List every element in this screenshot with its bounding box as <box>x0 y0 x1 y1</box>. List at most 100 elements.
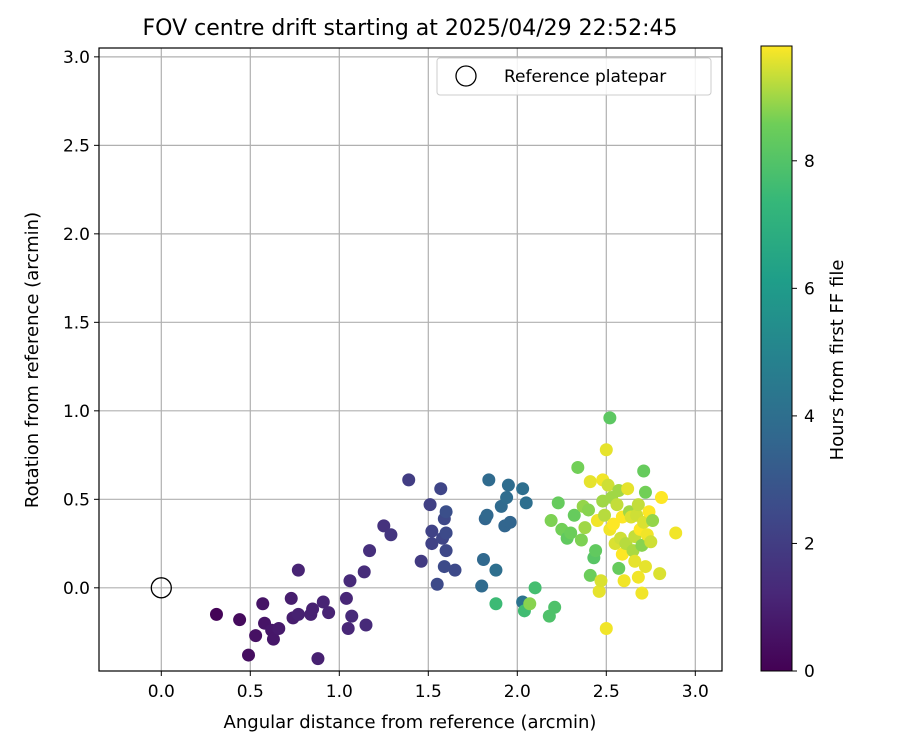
y-tick-label: 0.0 <box>63 579 90 599</box>
data-point <box>519 496 533 510</box>
data-point <box>439 544 453 558</box>
data-point <box>425 524 439 538</box>
x-axis: 0.0 0.5 1.0 1.5 2.0 2.5 3.0 <box>148 671 709 702</box>
data-point <box>621 482 635 496</box>
data-point <box>578 521 592 535</box>
data-point <box>599 622 613 636</box>
data-point <box>599 443 613 457</box>
x-tick-label: 2.5 <box>593 682 620 702</box>
data-point <box>638 560 652 574</box>
colorbar-ticks: 0 2 4 6 8 <box>792 152 815 682</box>
data-point <box>592 584 606 598</box>
x-tick-label: 3.0 <box>682 682 709 702</box>
data-point <box>606 517 620 531</box>
y-tick-label: 0.5 <box>63 490 90 510</box>
data-point <box>311 652 325 666</box>
y-axis: 0.0 0.5 1.0 1.5 2.0 2.5 3.0 <box>63 48 99 599</box>
legend: Reference platepar <box>436 57 712 96</box>
data-point <box>480 508 494 522</box>
x-tick-label: 0.5 <box>237 682 264 702</box>
chart-title: FOV centre drift starting at 2025/04/29 … <box>143 16 678 41</box>
data-point <box>233 613 247 627</box>
data-point <box>635 586 649 600</box>
colorbar-tick-label: 4 <box>804 407 815 427</box>
data-point <box>500 491 514 505</box>
x-tick-label: 1.5 <box>415 682 442 702</box>
data-point <box>476 552 490 566</box>
data-point <box>345 609 359 623</box>
data-point <box>439 505 453 519</box>
data-point <box>316 595 330 609</box>
data-point <box>574 533 588 547</box>
data-point <box>306 602 320 616</box>
legend-marker <box>455 65 477 87</box>
data-point <box>256 597 270 611</box>
legend-label: Reference platepar <box>504 67 666 87</box>
data-point <box>615 547 629 561</box>
colorbar-tick-label: 6 <box>804 279 815 299</box>
colorbar-tick-label: 0 <box>804 662 815 682</box>
data-point <box>637 464 651 478</box>
data-point <box>653 567 667 581</box>
y-tick-label: 1.0 <box>63 402 90 422</box>
data-point <box>437 560 451 574</box>
data-point <box>544 514 558 528</box>
data-point <box>272 622 286 636</box>
data-points <box>209 411 683 666</box>
reference-marker-group <box>150 577 172 599</box>
y-tick-label: 1.5 <box>63 313 90 333</box>
grid <box>99 48 722 671</box>
x-tick-label: 1.0 <box>326 682 353 702</box>
data-point <box>482 473 496 487</box>
data-point <box>567 508 581 522</box>
data-point <box>551 496 565 510</box>
data-point <box>363 544 377 558</box>
data-point <box>646 514 660 528</box>
data-point <box>284 591 298 605</box>
data-point <box>669 526 683 540</box>
data-point <box>528 581 542 595</box>
data-point <box>377 519 391 533</box>
data-point <box>628 554 642 568</box>
y-axis-label: Rotation from reference (arcmin) <box>22 212 43 508</box>
data-point <box>425 537 439 551</box>
data-point <box>589 544 603 558</box>
data-point <box>503 515 517 529</box>
data-point <box>359 618 373 632</box>
data-point <box>357 565 371 579</box>
data-point <box>583 568 597 582</box>
data-point <box>612 561 626 575</box>
data-point <box>601 478 615 492</box>
data-point <box>402 473 416 487</box>
data-point <box>489 563 503 577</box>
data-point <box>644 535 658 549</box>
reference-platepar-marker <box>150 577 172 599</box>
data-point <box>523 597 537 611</box>
data-point <box>249 629 263 643</box>
legend-box <box>436 57 712 96</box>
data-point <box>341 622 355 636</box>
data-point <box>603 411 617 425</box>
x-tick-label: 2.0 <box>504 682 531 702</box>
data-point <box>322 606 336 620</box>
data-point <box>439 526 453 540</box>
x-axis-label: Angular distance from reference (arcmin) <box>224 712 597 733</box>
data-point <box>430 577 444 591</box>
data-point <box>423 498 437 512</box>
data-point <box>434 482 448 496</box>
data-point <box>343 574 357 588</box>
data-point <box>594 574 608 588</box>
data-point <box>617 574 631 588</box>
colorbar-gradient <box>760 45 793 672</box>
data-point <box>339 591 353 605</box>
data-point <box>598 508 612 522</box>
data-point <box>571 460 585 474</box>
colorbar-label: Hours from first FF file <box>827 260 848 461</box>
y-tick-label: 3.0 <box>63 48 90 68</box>
data-point <box>475 579 489 593</box>
data-point <box>501 478 515 492</box>
data-point <box>489 597 503 611</box>
data-point <box>384 528 398 542</box>
colorbar-tick-label: 8 <box>804 152 815 172</box>
data-point <box>638 485 652 499</box>
